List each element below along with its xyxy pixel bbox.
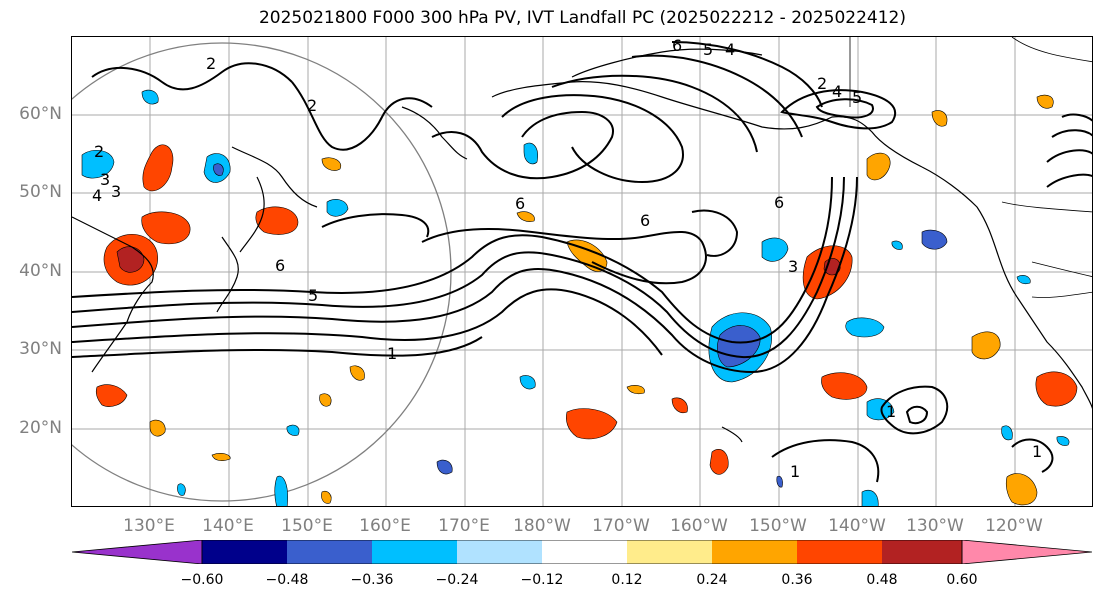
colorbar-tick-label: −0.48	[265, 572, 309, 588]
colorbar-segment	[542, 540, 627, 564]
lon-label: 150°W	[749, 516, 807, 536]
contour-label: 4	[92, 186, 102, 205]
colorbar-segment	[797, 540, 882, 564]
map-canvas: 6 5 4 2 2 3 4 6 6 6 6 5 1 3 3 2 1 1 1 2 …	[72, 37, 1092, 506]
lon-label: 140°W	[828, 516, 886, 536]
lat-label: 30°N	[19, 339, 62, 359]
contour-label: 3	[788, 257, 798, 276]
contour-label: 1	[790, 462, 800, 481]
colorbar-outline	[201, 540, 963, 564]
lon-label: 170°W	[592, 516, 650, 536]
lat-label: 60°N	[19, 104, 62, 124]
contour-label-group: 6 5 4 2 2 3 4 6 6 6 6 5 1 3 3 2 1 1 1 2 …	[92, 37, 1042, 481]
contour-label: 2	[94, 142, 104, 161]
colorbar-tick-label: 0.24	[696, 572, 728, 588]
contour-label: 2	[817, 74, 827, 93]
colorbar-tick-label: 0.48	[866, 572, 898, 588]
contour-label: 2	[307, 96, 317, 115]
contour-label: 6	[515, 194, 525, 213]
positive-anomalies	[95, 94, 1078, 506]
colorbar-segment	[202, 540, 287, 564]
contour-label: 3	[111, 182, 121, 201]
colorbar-tick-label: −0.24	[435, 572, 479, 588]
map-panel: 6 5 4 2 2 3 4 6 6 6 6 5 1 3 3 2 1 1 1 2 …	[71, 36, 1093, 507]
colorbar-tick-label: −0.36	[350, 572, 394, 588]
colorbar-segment	[882, 540, 962, 564]
lat-label: 20°N	[19, 418, 62, 438]
colorbar	[72, 540, 1092, 564]
contour-label: 2	[206, 54, 216, 73]
pv-contours	[72, 41, 1092, 483]
contour-label: 5	[703, 40, 713, 59]
contour-label: 5	[852, 88, 862, 107]
contour-label: 6	[672, 37, 682, 55]
lon-label: 120°W	[985, 516, 1043, 536]
lon-label: 130°W	[906, 516, 964, 536]
contour-label: 1	[886, 402, 896, 421]
colorbar-segment	[627, 540, 712, 564]
colorbar-segment	[961, 540, 1092, 564]
political-borders	[849, 37, 1092, 298]
colorbar-segment	[72, 540, 203, 564]
lon-label: 180°W	[513, 516, 571, 536]
colorbar-tick-label: −0.12	[520, 572, 564, 588]
lon-label: 160°W	[670, 516, 728, 536]
colorbar-tick-label: 0.36	[781, 572, 813, 588]
lon-label: 130°E	[123, 516, 175, 536]
lat-label: 40°N	[19, 261, 62, 281]
colorbar-segment	[372, 540, 457, 564]
contour-label: 6	[774, 193, 784, 212]
lat-label: 50°N	[19, 182, 62, 202]
lon-label: 170°E	[438, 516, 490, 536]
contour-label: 1	[1032, 442, 1042, 461]
colorbar-segment	[712, 540, 797, 564]
colorbar-tick-label: −0.60	[180, 572, 224, 588]
contour-label: 6	[640, 211, 650, 230]
colorbar-tick-label: 0.60	[946, 572, 978, 588]
contour-label: 3	[100, 170, 110, 189]
contour-label: 1	[387, 344, 397, 363]
contour-label: 5	[308, 286, 318, 305]
colorbar-tick-label: 0.12	[611, 572, 643, 588]
colorbar-segment	[457, 540, 542, 564]
colorbar-segment	[287, 540, 372, 564]
lon-label: 150°E	[281, 516, 333, 536]
contour-label: 6	[275, 256, 285, 275]
contour-label: 4	[725, 40, 735, 59]
map-title: 2025021800 F000 300 hPa PV, IVT Landfall…	[258, 8, 906, 28]
contour-label: 4	[832, 82, 842, 101]
lon-label: 160°E	[359, 516, 411, 536]
lon-label: 140°E	[202, 516, 254, 536]
